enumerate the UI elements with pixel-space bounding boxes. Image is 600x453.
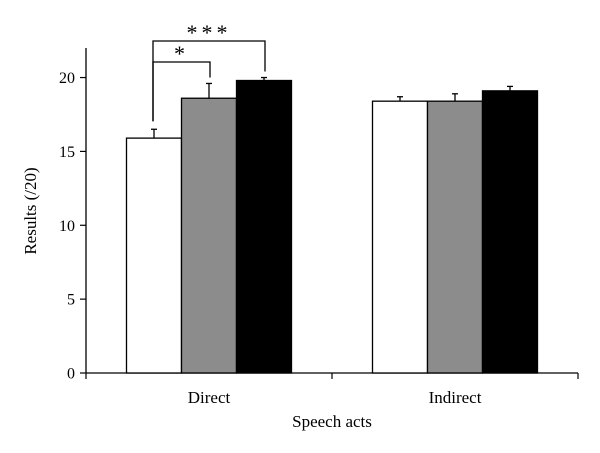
bars	[125, 76, 539, 374]
x-axis: Direct Indirect	[85, 372, 579, 407]
significance-label: ***	[187, 20, 232, 45]
bar-series1-direct	[125, 137, 183, 374]
bar-series3-indirect	[481, 90, 539, 374]
significance-label: *	[174, 41, 189, 66]
x-category-label: Indirect	[429, 388, 482, 407]
y-tick-label: 0	[67, 366, 75, 383]
x-category-label: Direct	[188, 388, 231, 407]
bar-series1-indirect	[371, 100, 429, 374]
bar-series2-indirect	[426, 100, 484, 374]
significance-bracket	[152, 40, 266, 122]
significance-brackets: ****	[152, 20, 266, 122]
bar-series2-direct	[180, 97, 238, 374]
y-axis-title: Results (/20)	[21, 167, 40, 254]
bar-series3-direct	[235, 79, 293, 374]
y-tick-label: 5	[67, 292, 75, 309]
y-tick-label: 10	[59, 218, 75, 235]
y-tick-label: 15	[59, 144, 75, 161]
y-tick-label: 20	[59, 70, 75, 87]
y-axis: 0 5 10 15 20	[59, 48, 87, 383]
x-axis-title: Speech acts	[292, 412, 372, 431]
x-ticks: Direct Indirect	[85, 373, 579, 407]
y-ticks: 0 5 10 15 20	[59, 70, 86, 383]
